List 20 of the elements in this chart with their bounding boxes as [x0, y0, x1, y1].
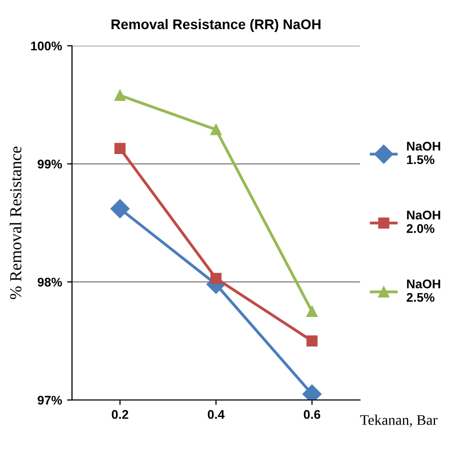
x-axis-title: Tekanan, Bar [360, 414, 438, 428]
chart-title: Removal Resistance (RR) NaOH [112, 19, 320, 32]
point [306, 335, 318, 347]
point [114, 142, 126, 154]
x-tick-label: 0.6 [304, 410, 320, 419]
point [210, 124, 222, 136]
legend-label: NaOH 2.0% [406, 210, 440, 233]
legend-label: NaOH 1.5% [407, 142, 440, 164]
y-axis-title: % Removal Resistance [10, 146, 22, 300]
point [110, 199, 130, 218]
point [114, 90, 126, 101]
y-tick-label: 98% [38, 278, 62, 287]
y-tick-label: 99% [38, 160, 62, 168]
y-tick-label: 100% [31, 42, 62, 50]
point [306, 306, 318, 317]
legend-label: NaOH 2.5% [406, 280, 440, 302]
x-tick-label: 0.4 [208, 410, 225, 419]
x-tick-label: 0.2 [112, 410, 128, 419]
point [210, 272, 222, 284]
y-tick-label: 97% [38, 396, 62, 405]
